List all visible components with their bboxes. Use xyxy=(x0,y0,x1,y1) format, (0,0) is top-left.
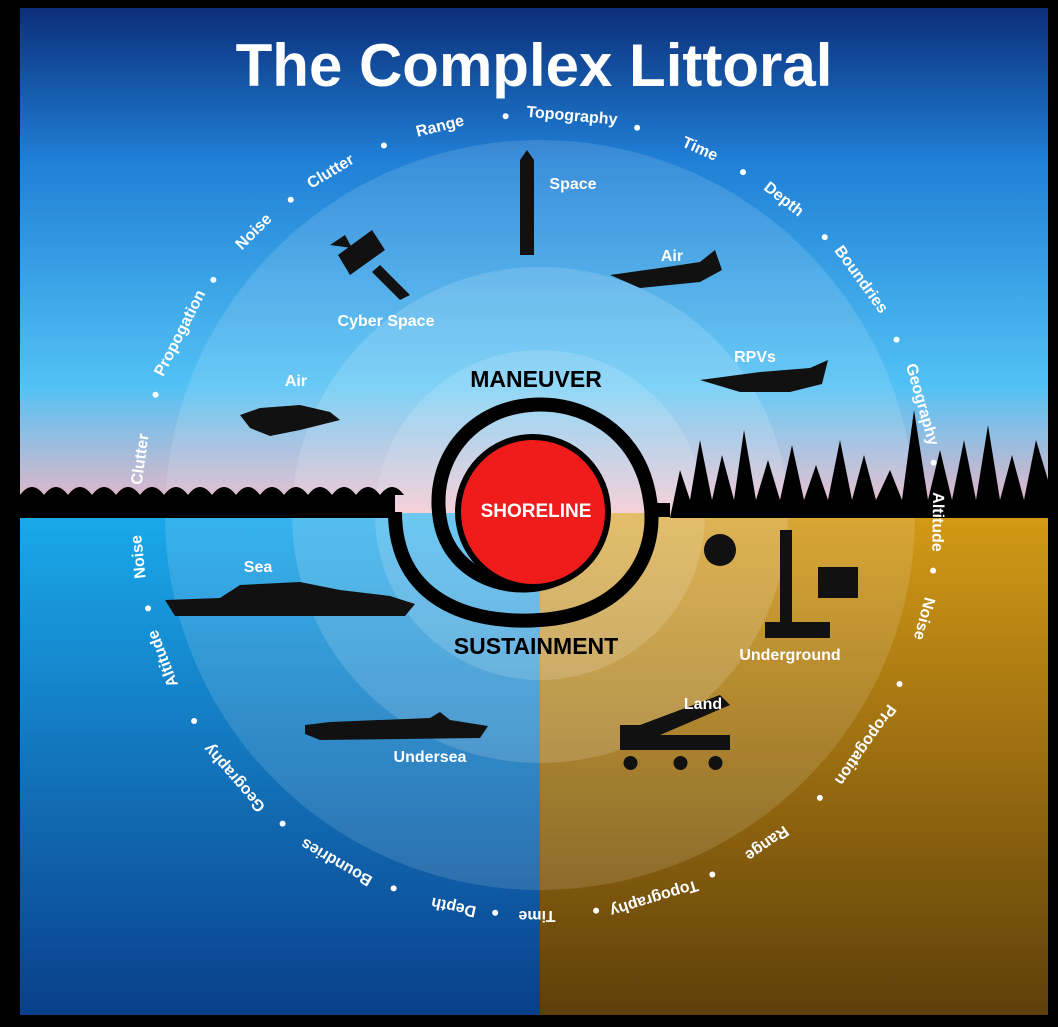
ring-bullet xyxy=(930,568,936,574)
ring-bullet xyxy=(153,392,159,398)
center-label: SHORELINE xyxy=(481,501,592,522)
ring-word: Altitude xyxy=(928,492,946,552)
ring-bullet xyxy=(145,605,151,611)
ring-bullet xyxy=(822,234,828,240)
ring-bullet xyxy=(191,718,197,724)
ring-bullet xyxy=(210,277,216,283)
ring-bullet xyxy=(280,821,286,827)
domain-label: Land xyxy=(684,696,722,713)
domain-label: Cyber Space xyxy=(338,313,435,330)
maneuver-label: MANEUVER xyxy=(470,366,602,392)
ring-bullet xyxy=(931,460,937,466)
ring-bullet xyxy=(381,142,387,148)
sustainment-label: SUSTAINMENT xyxy=(454,633,618,659)
domain-label: Underground xyxy=(739,647,840,664)
ring-bullet xyxy=(740,169,746,175)
ring-bullet xyxy=(503,113,509,119)
ring-bullet xyxy=(709,872,715,878)
domain-label: RPVs xyxy=(734,349,776,366)
ring-bullet xyxy=(817,795,823,801)
domain-label: Air xyxy=(285,373,307,390)
ring-word: Time xyxy=(518,907,555,924)
ring-bullet xyxy=(391,885,397,891)
ring-bullet xyxy=(894,337,900,343)
ring-bullet xyxy=(593,908,599,914)
ring-bullet xyxy=(492,910,498,916)
domain-label: Undersea xyxy=(394,749,467,766)
ring-bullet xyxy=(634,125,640,131)
infographic: The Complex Littoral SHORELINE MANEUVER … xyxy=(0,0,1058,1027)
ring-bullet xyxy=(897,681,903,687)
domain-label: Air xyxy=(661,248,683,265)
domain-label: Sea xyxy=(244,559,273,576)
ring-bullet xyxy=(288,197,294,203)
domain-label: Space xyxy=(549,176,596,193)
title: The Complex Littoral xyxy=(236,32,833,99)
